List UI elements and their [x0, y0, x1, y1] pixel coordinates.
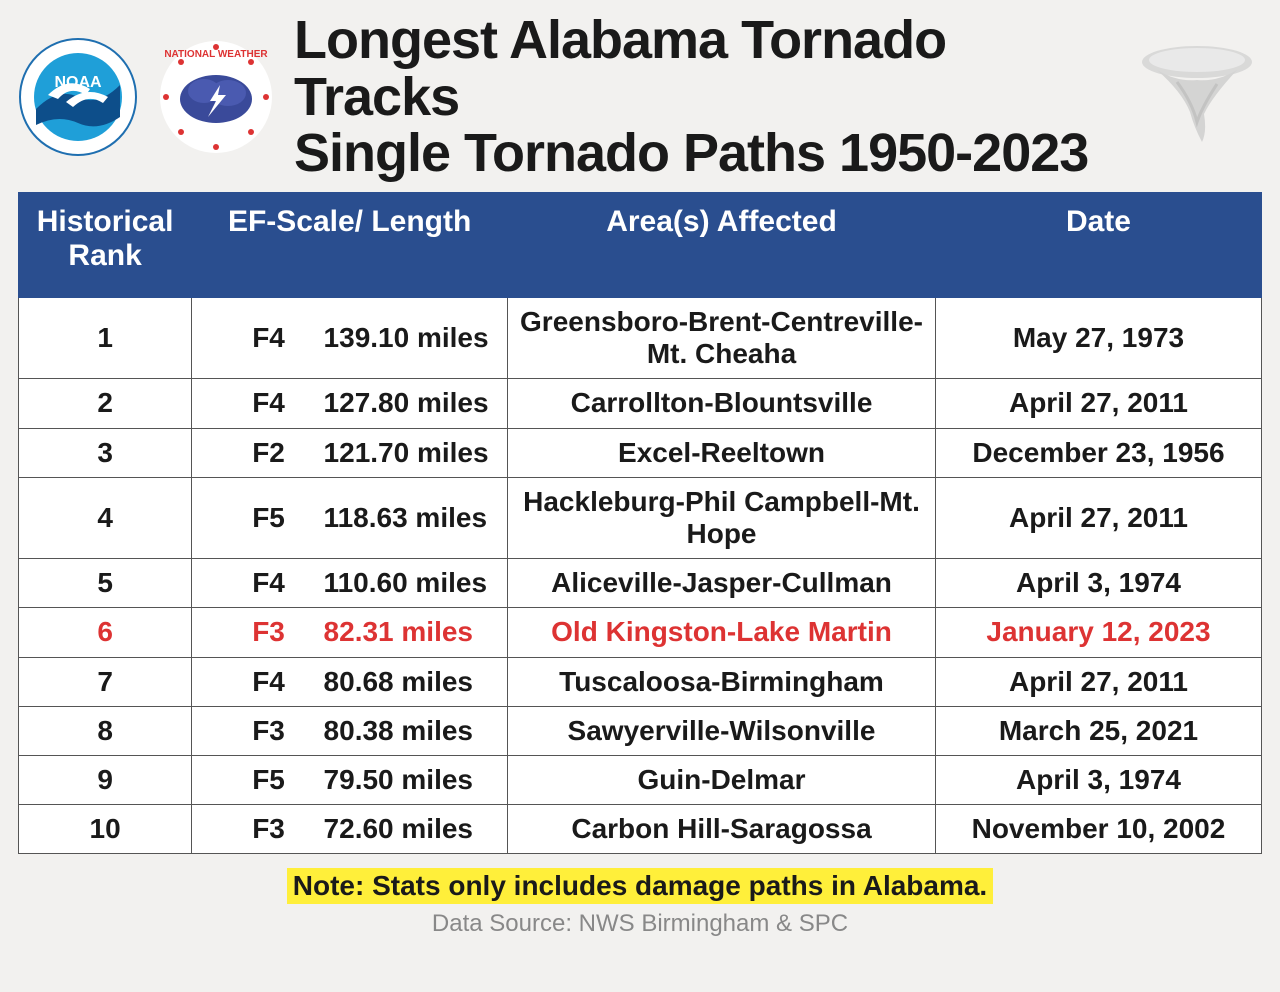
- cell-area: Greensboro-Brent-Centreville-Mt. Cheaha: [508, 298, 936, 379]
- cell-area: Old Kingston-Lake Martin: [508, 608, 936, 657]
- track-length: 110.60 miles: [316, 567, 487, 598]
- col-header-rank: Historical Rank: [19, 193, 192, 298]
- cell-date: April 3, 1974: [935, 559, 1261, 608]
- cell-rank: 7: [19, 657, 192, 706]
- col-header-scale: EF-Scale/ Length: [192, 193, 508, 298]
- cell-rank: 8: [19, 706, 192, 755]
- cell-area: Aliceville-Jasper-Cullman: [508, 559, 936, 608]
- title-line-1: Longest Alabama Tornado Tracks: [294, 12, 1114, 125]
- track-length: 80.68 miles: [316, 666, 473, 697]
- title-line-2: Single Tornado Paths 1950-2023: [294, 125, 1114, 182]
- cell-scale-length: F4 139.10 miles: [192, 298, 508, 379]
- cell-area: Sawyerville-Wilsonville: [508, 706, 936, 755]
- cell-scale-length: F2 121.70 miles: [192, 428, 508, 477]
- cell-date: January 12, 2023: [935, 608, 1261, 657]
- cell-rank: 10: [19, 805, 192, 854]
- track-length: 118.63 miles: [316, 502, 487, 533]
- ef-scale: F5: [252, 502, 300, 534]
- cell-scale-length: F4 80.68 miles: [192, 657, 508, 706]
- tornado-icon: [1132, 42, 1262, 152]
- cell-rank: 4: [19, 477, 192, 558]
- svg-text:NATIONAL WEATHER: NATIONAL WEATHER: [164, 49, 268, 60]
- table-row: 7F4 80.68 milesTuscaloosa-BirminghamApri…: [19, 657, 1262, 706]
- cell-rank: 1: [19, 298, 192, 379]
- cell-scale-length: F3 80.38 miles: [192, 706, 508, 755]
- cell-area: Guin-Delmar: [508, 755, 936, 804]
- table-row: 6F3 82.31 milesOld Kingston-Lake MartinJ…: [19, 608, 1262, 657]
- header: NOAA NATIONAL WEATHER Longest Alabama To…: [18, 12, 1262, 182]
- cell-date: April 3, 1974: [935, 755, 1261, 804]
- ef-scale: F3: [252, 616, 300, 648]
- cell-date: May 27, 1973: [935, 298, 1261, 379]
- tornado-table: Historical Rank EF-Scale/ Length Area(s)…: [18, 192, 1262, 854]
- ef-scale: F5: [252, 764, 300, 796]
- ef-scale: F3: [252, 715, 300, 747]
- cell-date: April 27, 2011: [935, 379, 1261, 428]
- noaa-logo-icon: NOAA: [18, 37, 138, 157]
- note-text: Note: Stats only includes damage paths i…: [287, 868, 993, 904]
- track-length: 82.31 miles: [316, 616, 473, 647]
- cell-rank: 5: [19, 559, 192, 608]
- cell-rank: 6: [19, 608, 192, 657]
- cell-scale-length: F5 118.63 miles: [192, 477, 508, 558]
- cell-rank: 2: [19, 379, 192, 428]
- cell-scale-length: F5 79.50 miles: [192, 755, 508, 804]
- track-length: 139.10 miles: [316, 322, 489, 353]
- track-length: 127.80 miles: [316, 387, 489, 418]
- cell-date: April 27, 2011: [935, 477, 1261, 558]
- track-length: 121.70 miles: [316, 437, 489, 468]
- cell-rank: 9: [19, 755, 192, 804]
- ef-scale: F4: [252, 322, 300, 354]
- cell-area: Excel-Reeltown: [508, 428, 936, 477]
- table-row: 5F4 110.60 milesAliceville-Jasper-Cullma…: [19, 559, 1262, 608]
- table-row: 2F4 127.80 milesCarrollton-BlountsvilleA…: [19, 379, 1262, 428]
- source-text: Data Source: NWS Birmingham & SPC: [18, 910, 1262, 938]
- page-title: Longest Alabama Tornado Tracks Single To…: [294, 12, 1114, 182]
- cell-area: Carbon Hill-Saragossa: [508, 805, 936, 854]
- table-row: 9F5 79.50 milesGuin-DelmarApril 3, 1974: [19, 755, 1262, 804]
- cell-date: December 23, 1956: [935, 428, 1261, 477]
- table-row: 8F3 80.38 milesSawyerville-WilsonvilleMa…: [19, 706, 1262, 755]
- cell-area: Carrollton-Blountsville: [508, 379, 936, 428]
- col-header-date: Date: [935, 193, 1261, 298]
- cell-scale-length: F3 82.31 miles: [192, 608, 508, 657]
- cell-date: November 10, 2002: [935, 805, 1261, 854]
- cell-scale-length: F4 127.80 miles: [192, 379, 508, 428]
- cell-scale-length: F3 72.60 miles: [192, 805, 508, 854]
- ef-scale: F4: [252, 387, 300, 419]
- cell-area: Hackleburg-Phil Campbell-Mt. Hope: [508, 477, 936, 558]
- nws-logo-icon: NATIONAL WEATHER: [156, 37, 276, 157]
- col-header-area: Area(s) Affected: [508, 193, 936, 298]
- cell-date: March 25, 2021: [935, 706, 1261, 755]
- table-row: 4F5 118.63 milesHackleburg-Phil Campbell…: [19, 477, 1262, 558]
- cell-area: Tuscaloosa-Birmingham: [508, 657, 936, 706]
- table-row: 3F2 121.70 milesExcel-ReeltownDecember 2…: [19, 428, 1262, 477]
- track-length: 72.60 miles: [316, 813, 473, 844]
- ef-scale: F2: [252, 437, 300, 469]
- track-length: 80.38 miles: [316, 715, 473, 746]
- ef-scale: F4: [252, 666, 300, 698]
- track-length: 79.50 miles: [316, 764, 473, 795]
- cell-scale-length: F4 110.60 miles: [192, 559, 508, 608]
- ef-scale: F4: [252, 567, 300, 599]
- svg-text:NOAA: NOAA: [54, 74, 102, 91]
- table-header-row: Historical Rank EF-Scale/ Length Area(s)…: [19, 193, 1262, 298]
- cell-rank: 3: [19, 428, 192, 477]
- footer: Note: Stats only includes damage paths i…: [18, 868, 1262, 938]
- cell-date: April 27, 2011: [935, 657, 1261, 706]
- table-row: 10F3 72.60 milesCarbon Hill-SaragossaNov…: [19, 805, 1262, 854]
- table-row: 1F4 139.10 milesGreensboro-Brent-Centrev…: [19, 298, 1262, 379]
- ef-scale: F3: [252, 813, 300, 845]
